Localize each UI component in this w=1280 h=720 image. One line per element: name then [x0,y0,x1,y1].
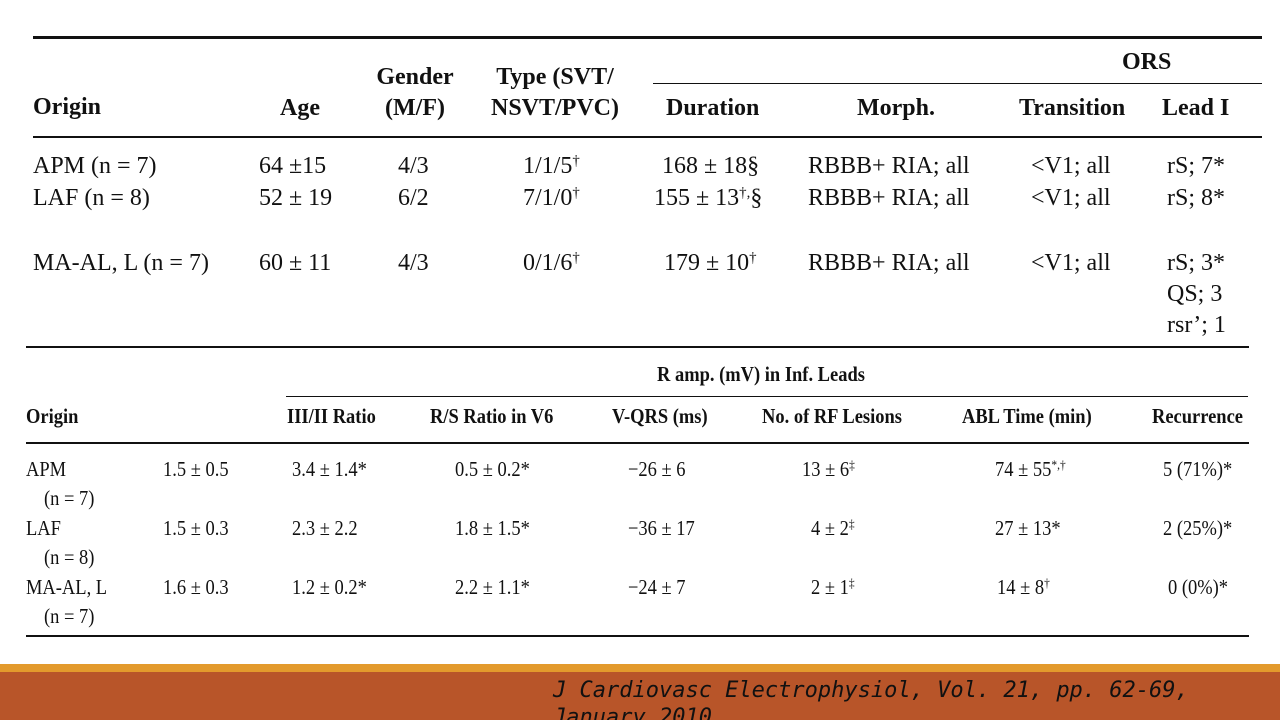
t1-row3-lead1-a: rS; 3* [1167,250,1226,276]
t2-header-rule [26,442,1249,444]
t1-header-duration: Duration [666,95,760,121]
t1-header-gender-1: Gender [376,64,454,90]
t1-row1-transition: <V1; all [1031,153,1111,179]
t2-row3-origin-1: MA-AL, L [26,575,108,599]
t1-header-gender-2: (M/F) [385,95,445,121]
t2-header-origin: Origin [26,404,79,428]
t1-row2-lead1: rS; 8* [1167,185,1226,211]
t1-row1-duration: 168 ± 18§ [662,153,760,179]
footer-band: J Cardiovasc Electrophysiol, Vol. 21, pp… [0,672,1280,720]
t2-header-rs-v6: R/S Ratio in V6 [430,404,554,428]
t2-row3-origin-2: (n = 7) [44,604,95,628]
journal-citation: J Cardiovasc Electrophysiol, Vol. 21, pp… [553,678,1189,720]
t2-row2-recurrence: 2 (25%)* [1163,516,1233,540]
t1-row2-morph: RBBB+ RIA; all [808,185,970,211]
t2-row1-iii-ii: 3.4 ± 1.4* [292,457,367,481]
t1-row3-age: 60 ± 11 [259,250,332,276]
table2-bottom-rule [26,635,1249,637]
t2-row2-rs-v6: 1.8 ± 1.5* [455,516,530,540]
t1-row1-lead1: rS; 7* [1167,153,1226,179]
t1-header-qrs-group: ORS [1122,49,1172,75]
t2-row1-recurrence: 5 (71%)* [1163,457,1233,481]
t2-header-iii-ii: III/II Ratio [287,404,376,428]
t1-row1-gender: 4/3 [398,153,429,179]
t1-row1-origin: APM (n = 7) [33,153,157,179]
t2-row2-origin-2: (n = 8) [44,545,95,569]
t2-row1-origin-2: (n = 7) [44,486,95,510]
t2-header-group: R amp. (mV) in Inf. Leads [657,362,865,386]
t1-row2-transition: <V1; all [1031,185,1111,211]
t1-row3-morph: RBBB+ RIA; all [808,250,970,276]
t1-header-lead1: Lead I [1162,95,1230,121]
t1-header-type-1: Type (SVT/ [496,64,614,90]
t1-row3-lead1-c: rsr’; 1 [1167,312,1226,338]
t2-header-vqrs: V-QRS (ms) [612,404,708,428]
t1-row1-age: 64 ±15 [259,153,327,179]
t1-header-origin: Origin [33,94,102,120]
t2-row2-vqrs: −36 ± 17 [628,516,695,540]
t1-row2-age: 52 ± 19 [259,185,333,211]
t1-row3-lead1-b: QS; 3 [1167,281,1223,307]
t2-row3-recurrence: 0 (0%)* [1168,575,1229,599]
t2-row2-iii-ii: 2.3 ± 2.2 [292,516,358,540]
t2-row1-abl: 74 ± 55*,† [995,456,1066,481]
t1-row3-duration: 179 ± 10† [664,249,757,276]
t1-row3-type: 0/1/6† [523,249,580,276]
t1-header-rule [33,136,1262,138]
t2-header-rf: No. of RF Lesions [762,404,902,428]
t1-row1-type: 1/1/5† [523,152,580,179]
t2-row1-vqrs: −26 ± 6 [628,457,686,481]
t1-header-transition: Transition [1019,95,1126,121]
footer-accent-stripe [0,664,1280,672]
t1-row2-gender: 6/2 [398,185,429,211]
table1-top-rule [33,36,1262,39]
t2-row3-abl: 14 ± 8† [997,574,1050,599]
t2-row3-iii-ii: 1.2 ± 0.2* [292,575,367,599]
t2-row2-ramp: 1.5 ± 0.3 [163,516,229,540]
t2-row3-vqrs: −24 ± 7 [628,575,686,599]
t2-group-rule [286,396,1248,397]
t2-row2-abl: 27 ± 13* [995,516,1061,540]
t2-row3-rs-v6: 2.2 ± 1.1* [455,575,530,599]
t2-row1-rf: 13 ± 6‡ [802,456,855,481]
t1-header-morph: Morph. [857,95,935,121]
t2-row2-rf: 4 ± 2‡ [811,515,855,540]
t1-row3-transition: <V1; all [1031,250,1111,276]
t2-row1-origin-1: APM [26,457,67,481]
table1-bottom-rule [26,346,1249,348]
t1-row2-duration: 155 ± 13†,§ [654,184,763,211]
t1-header-age: Age [280,95,320,121]
t2-row1-rs-v6: 0.5 ± 0.2* [455,457,530,481]
t2-row1-ramp: 1.5 ± 0.5 [163,457,229,481]
t1-row1-morph: RBBB+ RIA; all [808,153,970,179]
t2-row3-ramp: 1.6 ± 0.3 [163,575,229,599]
t2-row2-origin-1: LAF [26,516,61,540]
t1-qrs-group-rule [653,83,1262,84]
t2-row3-rf: 2 ± 1‡ [811,574,855,599]
t1-row3-origin: MA-AL, L (n = 7) [33,250,209,276]
t1-header-type-2: NSVT/PVC) [490,95,619,121]
t2-header-abl: ABL Time (min) [962,404,1092,428]
t1-row2-type: 7/1/0† [523,184,580,211]
t1-row2-origin: LAF (n = 8) [33,185,150,211]
t2-header-recurrence: Recurrence [1152,404,1243,428]
t1-row3-gender: 4/3 [398,250,429,276]
